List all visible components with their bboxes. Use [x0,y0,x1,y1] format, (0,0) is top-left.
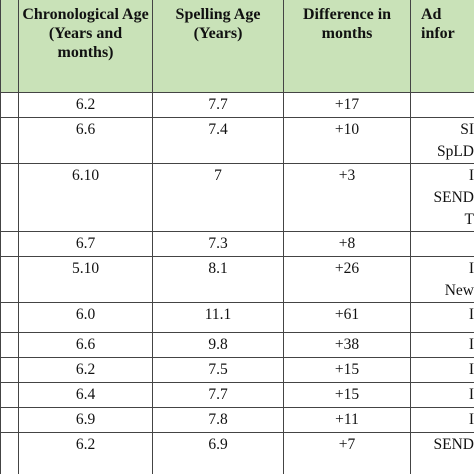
cell: 6.0 [18,302,153,333]
table-body: 6.2 7.7 +17 6.6 7.4 +10 SI SpLD 6.10 7 +3 I SEND T 6.7… [0,92,474,474]
header-cell: Difference in months [283,0,411,93]
cell: I [410,382,474,408]
note-line: T [464,211,474,228]
header-row: Chronological Age (Years and months) Spe… [0,0,474,93]
cell: 6.4 [18,382,153,408]
table-row: 6.9 7.8 +11 I [0,407,474,433]
cell: SI SpLD [410,117,474,164]
table-row: 6.6 7.4 +10 SI SpLD [0,117,474,164]
cell: 8.1 [152,256,284,303]
cell [0,231,19,257]
note-line: New [444,282,474,299]
cell: 7 [152,163,284,232]
note-line: I [468,306,474,323]
cell [0,357,19,383]
header-line: infor [421,25,455,42]
cell: 5.10 [18,256,153,303]
cell [0,92,19,118]
cell: 6.6 [18,332,153,358]
cell [0,163,19,232]
cell: SEND [410,432,474,474]
cell [0,432,19,474]
table-row: 6.6 9.8 +38 I [0,332,474,358]
cell: +10 [283,117,411,164]
table-row: 5.10 8.1 +26 I New [0,256,474,303]
header-cell: Spelling Age (Years) [152,0,284,93]
cell: I New [410,256,474,303]
table-row: 6.2 7.7 +17 [0,92,474,118]
table-row: 6.4 7.7 +15 I [0,382,474,408]
cell: 6.10 [18,163,153,232]
cell: I [410,332,474,358]
cell: I [410,302,474,333]
note-line: I [468,361,474,378]
header-cell [0,0,19,93]
cell: I [410,407,474,433]
cell [410,231,474,257]
cell: 9.8 [152,332,284,358]
cell: 6.9 [18,407,153,433]
note-line: SEND [433,436,474,453]
cell: 7.5 [152,357,284,383]
note-line: SI [460,121,474,138]
cell: +38 [283,332,411,358]
cell: 7.7 [152,382,284,408]
cell [0,302,19,333]
cell: 7.4 [152,117,284,164]
table-row: 6.2 6.9 +7 SEND [0,432,474,474]
note-line: I [468,167,474,184]
header-cell: Chronological Age (Years and months) [18,0,153,93]
cell: I SEND T [410,163,474,232]
cell: +8 [283,231,411,257]
header-line: Ad [421,6,442,23]
cell [0,256,19,303]
cell [410,92,474,118]
note-line: I [468,411,474,428]
cell: +61 [283,302,411,333]
cell: +15 [283,382,411,408]
cell: 6.7 [18,231,153,257]
table-row: 6.7 7.3 +8 [0,231,474,257]
cell: 11.1 [152,302,284,333]
cell: 7.7 [152,92,284,118]
cell: 7.3 [152,231,284,257]
note-line: SEND [433,189,474,206]
cell [0,117,19,164]
cell: 6.2 [18,357,153,383]
cell: +15 [283,357,411,383]
table-row: 6.2 7.5 +15 I [0,357,474,383]
table-row: 6.10 7 +3 I SEND T [0,163,474,232]
cell: 6.2 [18,92,153,118]
cell: +17 [283,92,411,118]
note-line: I [468,386,474,403]
cell: +11 [283,407,411,433]
cell: 6.6 [18,117,153,164]
header-cell: Ad infor [410,0,474,93]
cell: +26 [283,256,411,303]
note-line: I [468,260,474,277]
cell: 6.2 [18,432,153,474]
table-row: 6.0 11.1 +61 I [0,302,474,333]
cell: +7 [283,432,411,474]
cell [0,332,19,358]
cell [0,382,19,408]
note-line: SpLD [436,143,474,160]
cell [0,407,19,433]
note-line: I [468,336,474,353]
cell: 7.8 [152,407,284,433]
cell: +3 [283,163,411,232]
cell: 6.9 [152,432,284,474]
cell: I [410,357,474,383]
